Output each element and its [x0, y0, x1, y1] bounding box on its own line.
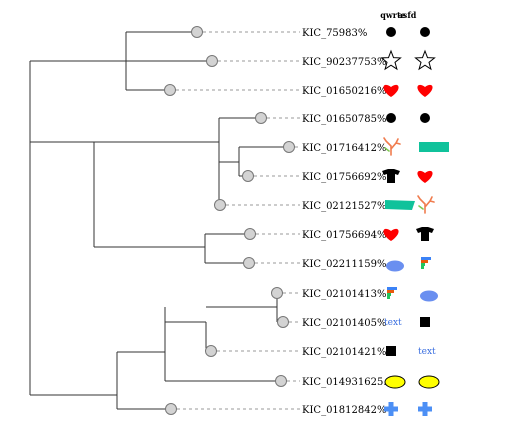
circle-icon	[420, 27, 430, 37]
leaf-node	[214, 199, 226, 211]
leaf-node	[244, 228, 256, 240]
leaf-labels: KIC_75983% KIC_90237753% KIC_01650216% KIC_…	[302, 28, 393, 416]
blue-cross-icon	[384, 402, 398, 416]
circle-icon	[386, 27, 396, 37]
tshirt-icon	[416, 227, 434, 241]
leaf-nodes	[164, 26, 295, 415]
coral-icon	[417, 195, 435, 214]
circle-icon	[386, 113, 396, 123]
leaf-node	[164, 84, 176, 96]
column-headers: qwrte asfd	[380, 10, 417, 20]
heart-icon	[383, 228, 399, 241]
heart-icon	[417, 170, 433, 183]
leaf-label: KIC_02101421%	[302, 347, 386, 358]
leaf-label: KIC_01812842%	[302, 405, 386, 416]
coral-icon	[383, 137, 401, 156]
blue-ellipse-icon	[420, 290, 438, 302]
leaf-label: KIC_75983%	[302, 28, 367, 39]
leaf-marks: text text	[380, 27, 449, 416]
leaf-label: KIC_01756692%	[302, 172, 386, 183]
svg-text:text: text	[418, 347, 436, 357]
leaf-label: KIC_01650216%	[302, 86, 386, 97]
column-header-1: qwrte	[380, 10, 405, 20]
tshirt-icon	[382, 169, 400, 183]
heart-icon	[383, 84, 399, 97]
text-icon: text	[384, 318, 402, 328]
leaf-node	[242, 170, 254, 182]
teal-rectangle-icon	[419, 142, 449, 152]
mini-barchart-icon	[421, 257, 431, 269]
leaf-node	[255, 112, 267, 124]
leaf-node	[243, 257, 255, 269]
leaf-label: KIC_01716412%	[302, 143, 386, 154]
svg-text:text: text	[384, 318, 402, 328]
blue-ellipse-icon	[386, 260, 404, 272]
square-icon	[386, 346, 396, 356]
text-icon: text	[418, 347, 436, 357]
leaf-node	[283, 141, 295, 153]
square-icon	[420, 317, 430, 327]
leaf-label: KIC_02121527%	[302, 201, 386, 212]
column-header-2: asfd	[398, 10, 417, 20]
circle-icon	[420, 113, 430, 123]
leaf-node	[205, 345, 217, 357]
leaf-node	[165, 403, 177, 415]
yellow-ellipse-icon	[384, 375, 406, 389]
yellow-ellipse-icon	[418, 375, 440, 389]
leaf-node	[206, 55, 218, 67]
leaf-node	[277, 316, 289, 328]
leaf-label: KIC_01650785%	[302, 114, 386, 125]
leaf-node	[191, 26, 203, 38]
leaf-guide-lines	[176, 31, 300, 410]
leaf-node	[271, 287, 283, 299]
heart-icon	[417, 84, 433, 97]
leaf-label: KIC_02211159%	[302, 259, 386, 270]
tree-branches	[29, 31, 289, 410]
leaf-label: KIC_90237753%	[302, 57, 386, 68]
leaf-label: KIC_014931625.2	[302, 377, 393, 388]
mini-barchart-icon	[387, 287, 397, 299]
blue-cross-icon	[418, 402, 432, 416]
leaf-label: KIC_02101405%	[302, 318, 386, 329]
leaf-label: KIC_02101413%	[302, 289, 386, 300]
teal-parallelogram-icon	[385, 200, 415, 210]
leaf-node	[275, 375, 287, 387]
star-outline-icon	[380, 49, 402, 71]
leaf-label: KIC_01756694%	[302, 230, 386, 241]
star-outline-icon	[414, 49, 436, 71]
